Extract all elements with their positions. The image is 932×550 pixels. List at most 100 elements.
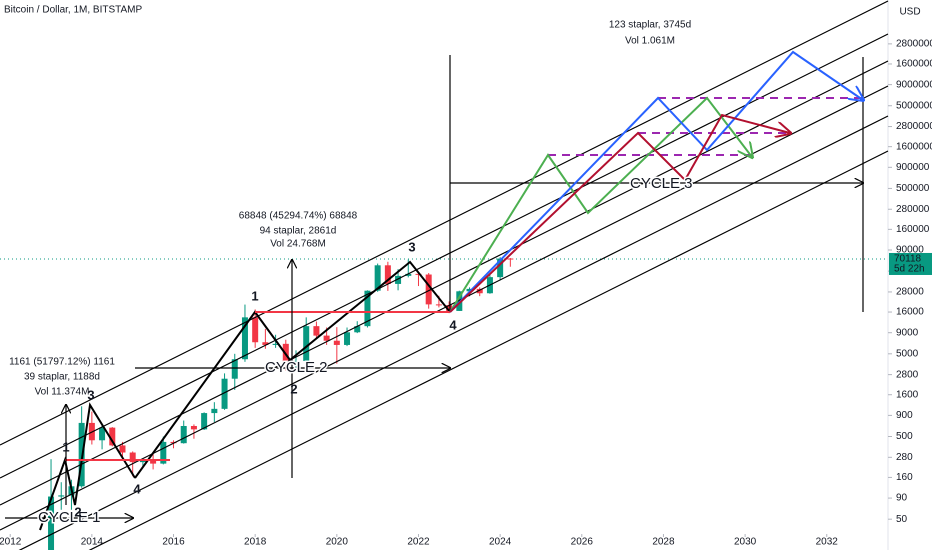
x-tick-label: 2024 xyxy=(489,537,512,548)
countdown-label: 5d 22h xyxy=(894,264,925,275)
y-tick-label: 160000 xyxy=(896,224,930,235)
wave-label: 4 xyxy=(449,317,457,332)
candles xyxy=(48,257,514,550)
candle-body xyxy=(425,274,432,305)
wave-label: 3 xyxy=(87,387,94,402)
measure-label: Vol 11.374M xyxy=(35,387,90,398)
y-tick-label: 280000 xyxy=(896,204,930,215)
candle-body xyxy=(170,441,177,444)
measure-label: Vol 24.768M xyxy=(270,239,326,250)
chart-title: Bitcoin / Dollar, 1M, BITSTAMP xyxy=(4,5,143,16)
candle-body xyxy=(293,360,299,365)
measure-label: 39 staplar, 1188d xyxy=(24,372,100,383)
candle-body xyxy=(415,273,422,275)
measure-label: 123 staplar, 3745d xyxy=(609,20,691,31)
cycle1-waves xyxy=(39,402,136,531)
y-tick-label: 16000 xyxy=(896,307,924,318)
candle-body xyxy=(272,343,279,345)
y-tick-label: 900 xyxy=(896,410,913,421)
candle-body xyxy=(395,275,402,284)
measure-label: Vol 1.061M xyxy=(625,36,675,47)
candle-body xyxy=(313,326,320,336)
annotations: 123 staplar, 3745d Vol 1.061M 68848 (45294… xyxy=(9,20,694,528)
y-tick-label: 1600 xyxy=(896,389,919,400)
measure-label: 1161 (51797.12%) 1161 xyxy=(9,357,115,368)
x-tick-label: 2012 xyxy=(0,537,22,548)
y-tick-label: 90 xyxy=(896,493,908,504)
y-tick-label: 90000 xyxy=(896,245,924,256)
candle-body xyxy=(262,342,269,345)
candle-body xyxy=(384,265,391,284)
candle-body xyxy=(119,445,126,453)
candle-body xyxy=(139,460,146,463)
candle-body xyxy=(497,258,504,278)
candle-body xyxy=(333,340,340,345)
candle-body xyxy=(150,460,157,464)
y-tick-label: 2800 xyxy=(896,369,919,380)
y-tick-label: 5000000 xyxy=(896,100,932,111)
x-tick-label: 2018 xyxy=(244,537,267,548)
y-tick-label: 16000000 xyxy=(896,59,932,70)
last-price-box xyxy=(889,252,932,275)
candle-body xyxy=(507,258,514,260)
candle-body xyxy=(241,317,248,360)
y-tick-label: 5000 xyxy=(896,348,919,359)
candle-body xyxy=(323,335,330,341)
cycle2-waves xyxy=(134,260,451,479)
candle-body xyxy=(58,495,65,497)
y-tick-label: 2800000 xyxy=(896,121,932,132)
x-tick-label: 2022 xyxy=(407,537,430,548)
y-tick-label: 50 xyxy=(896,514,908,525)
cycle-label: CYCLE 3 xyxy=(630,175,693,192)
candle-body xyxy=(190,425,197,430)
y-tick-label: 28000 xyxy=(896,287,924,298)
candle-body xyxy=(48,496,55,550)
measure-label: 94 staplar, 2861d xyxy=(260,226,337,237)
cycle-label: CYCLE 2 xyxy=(265,359,328,376)
y-tick-label: 500 xyxy=(896,431,913,442)
x-tick-label: 2026 xyxy=(571,537,594,548)
wave-label: 4 xyxy=(133,481,141,496)
x-tick-label: 2030 xyxy=(734,537,757,548)
wave-label: 2 xyxy=(74,504,81,519)
candle-body xyxy=(303,326,310,361)
candle-body xyxy=(405,273,412,276)
candle-body xyxy=(180,425,187,444)
wave-label: 1 xyxy=(251,288,258,303)
y-axis-label: USD xyxy=(899,7,920,18)
y-tick-label: 1600000 xyxy=(896,141,932,152)
projection-blue xyxy=(449,50,863,313)
candle-body xyxy=(221,378,228,409)
candle-body xyxy=(446,305,453,311)
candle-body xyxy=(344,332,351,345)
x-tick-label: 2016 xyxy=(162,537,185,548)
channel xyxy=(0,0,889,550)
drawings xyxy=(0,0,889,550)
wave-label: 3 xyxy=(408,239,415,254)
last-price-label: 70118 xyxy=(894,254,922,265)
candle-body xyxy=(99,427,106,441)
candle-body xyxy=(364,290,371,327)
wave-label: 1 xyxy=(62,439,69,454)
cycle-label: CYCLE 1 xyxy=(38,509,101,526)
candle-body xyxy=(231,359,238,379)
candle-body xyxy=(129,452,136,463)
y-tick-label: 160 xyxy=(896,472,913,483)
candle-body xyxy=(435,304,442,306)
wave-label: 2 xyxy=(290,381,297,396)
x-tick-label: 2014 xyxy=(81,537,104,548)
candle-body xyxy=(211,408,218,414)
candle-body xyxy=(466,288,473,292)
grid: 50 90 160 280 500 900 1600 2800 5000 9000 16000 280… xyxy=(0,39,932,548)
projection-red xyxy=(449,113,790,313)
y-tick-label: 9000000 xyxy=(896,79,932,90)
candle-body xyxy=(374,265,381,291)
measure-label: 68848 (45294.74%) 68848 xyxy=(239,211,358,222)
y-tick-label: 280 xyxy=(896,452,913,463)
y-tick-label: 900000 xyxy=(896,162,930,173)
candle-body xyxy=(201,413,208,430)
x-tick-label: 2020 xyxy=(326,537,349,548)
projection-green xyxy=(449,96,752,313)
y-tick-label: 9000 xyxy=(896,327,919,338)
